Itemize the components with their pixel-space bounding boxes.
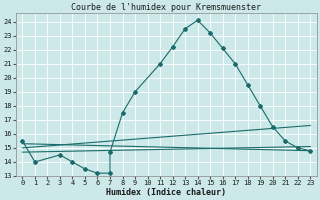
X-axis label: Humidex (Indice chaleur): Humidex (Indice chaleur) — [106, 188, 226, 197]
Title: Courbe de l'humidex pour Kremsmuenster: Courbe de l'humidex pour Kremsmuenster — [71, 3, 261, 12]
